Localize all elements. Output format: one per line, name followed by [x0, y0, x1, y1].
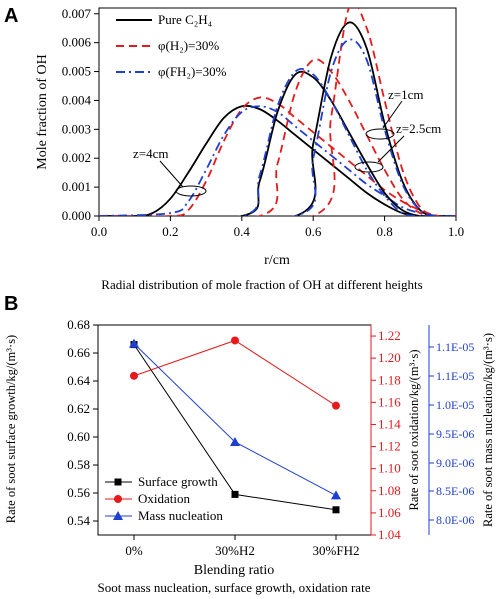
a-x-tick-label: 1.0 — [448, 224, 464, 239]
panel-b-x-ticks: 0% 30%H2 30%FH2 — [125, 535, 359, 558]
a-x-tick-label: 0.2 — [162, 224, 178, 239]
a-series-fh2-30-z-2-5cm — [99, 67, 456, 216]
b-series-surface-growth-point — [332, 506, 340, 514]
b-left-tick-label: 0.62 — [67, 401, 90, 416]
b-left-tick-label: 0.58 — [67, 457, 90, 472]
b-x-tick-label: 30%FH2 — [313, 543, 360, 558]
b-oxidation-tick-label: 1.18 — [378, 372, 401, 387]
a-y-tick-label: 0.007 — [62, 6, 92, 21]
b-oxidation-tick-label: 1.08 — [378, 483, 401, 498]
a-x-tick-label: 0.6 — [305, 224, 322, 239]
panel-b-nucleation-ticks: 8.0E-06 8.5E-06 9.0E-06 9.5E-06 1.0E-05 1.1E-… — [429, 340, 474, 527]
legend-marker-mass-nucleation — [113, 511, 123, 520]
panel-a-y-axis-label: Mole fraction of OH — [35, 54, 50, 169]
b-left-tick-label: 0.68 — [67, 317, 90, 332]
b-oxidation-tick-label: 1.06 — [378, 505, 401, 520]
annotation-z4-leader — [159, 160, 184, 188]
a-x-tick-label: 0.4 — [234, 224, 251, 239]
panel-a-annotations: z=1cm z=2.5cm z=4cm — [133, 87, 441, 197]
annotation-z25: z=2.5cm — [396, 121, 441, 136]
b-nucleation-tick-label: 8.0E-06 — [436, 513, 474, 527]
a-y-tick-label: 0.006 — [62, 35, 92, 50]
b-oxidation-tick-label: 1.12 — [378, 439, 401, 454]
b-nucleation-tick-label: 1.1E-05 — [436, 340, 474, 354]
b-series-mass-nucleation-point — [129, 338, 139, 348]
b-oxidation-tick-label: 1.20 — [378, 350, 401, 365]
a-y-tick-label: 0.005 — [62, 64, 91, 79]
a-y-tick-label: 0.004 — [62, 92, 92, 107]
panel-b-oxidation-axis-label: Rate of soot oxidation/kg/(m³·s) — [407, 349, 421, 510]
legend-marker-surface-growth — [114, 478, 122, 486]
legend-marker-oxidation — [114, 495, 122, 503]
legend-label-surface-growth: Surface growth — [138, 474, 218, 489]
annotation-z4-ellipse — [175, 185, 207, 197]
a-y-tick-label: 0.000 — [62, 208, 91, 223]
panel-b-oxidation-ticks: 1.04 1.06 1.08 1.10 1.12 1.14 1.16 1.18 1.20 1.22 — [371, 328, 401, 542]
legend-label-mass-nucleation: Mass nucleation — [138, 508, 223, 523]
a-y-tick-label: 0.003 — [62, 121, 91, 136]
annotation-z1-ellipse — [365, 128, 395, 140]
b-oxidation-tick-label: 1.10 — [378, 461, 401, 476]
b-series-oxidation-point — [332, 401, 340, 410]
panel-a-chart: 0.0 0.2 0.4 0.6 0.8 1.0 0.0000.0010.0020.0030… — [35, 6, 464, 292]
panel-b-left-ticks: 0.54 0.56 0.58 0.60 0.62 0.64 0.66 0.68 — [67, 317, 98, 528]
b-oxidation-tick-label: 1.04 — [378, 527, 401, 542]
panel-a-legend: Pure C₂H₄ φ(H₂)=30% φ(FH₂)=30% — [116, 12, 227, 79]
b-left-tick-label: 0.60 — [67, 429, 90, 444]
annotation-z1-leader — [382, 100, 403, 129]
a-series-fh2-30-z-4cm — [99, 105, 456, 216]
legend-label-h2: φ(H₂)=30% — [158, 38, 219, 53]
b-nucleation-tick-label: 9.5E-06 — [436, 427, 474, 441]
a-y-tick-label: 0.002 — [62, 150, 91, 165]
b-series-oxidation-point — [231, 336, 239, 345]
b-series-surface-growth-point — [231, 490, 239, 498]
panel-b-nucleation-axis-label: Rate of soot mass nucleation/kg/(m³·s) — [481, 333, 495, 527]
a-x-tick-label: 0.8 — [376, 224, 392, 239]
a-series-fh2-30-z-1cm — [99, 38, 456, 216]
b-left-tick-label: 0.66 — [67, 345, 90, 360]
b-oxidation-tick-label: 1.14 — [378, 416, 401, 431]
b-x-tick-label: 0% — [125, 543, 143, 558]
b-left-tick-label: 0.56 — [67, 485, 90, 500]
panel-a-y-ticks: 0.000 0.001 0.002 0.003 0.004 0.005 0.006 0.007 — [62, 6, 99, 223]
panel-b-left-axis-label: Rate of soot surface growth/kg/(m³·s) — [4, 335, 18, 523]
legend-label-pure-c2h4: Pure C₂H₄ — [158, 12, 213, 27]
b-left-tick-label: 0.54 — [67, 513, 90, 528]
panel-b-chart: 0% 30%H2 30%FH2 0.540.560.580.600.620.640.… — [4, 317, 495, 595]
panel-a-caption: Radial distribution of mole fraction of … — [101, 277, 422, 292]
b-oxidation-tick-label: 1.16 — [378, 394, 401, 409]
legend-label-fh2: φ(FH₂)=30% — [158, 64, 227, 79]
panel-a-series — [99, 8, 456, 216]
a-y-tick-label: 0.001 — [62, 179, 91, 194]
a-x-tick-label: 0.0 — [91, 224, 107, 239]
b-series-mass-nucleation-point — [230, 437, 240, 446]
panel-b-caption: Soot mass nucleation, surface growth, ox… — [98, 580, 371, 595]
b-series-mass-nucleation-point — [331, 490, 341, 500]
a-series-h2-30-z-2-5cm — [99, 58, 456, 216]
legend-label-oxidation: Oxidation — [138, 491, 190, 506]
annotation-z1: z=1cm — [388, 87, 423, 102]
panel-a-x-ticks: 0.0 0.2 0.4 0.6 0.8 1.0 — [91, 216, 464, 239]
a-series-h2-30-z-1cm — [99, 8, 456, 216]
annotation-z25-leader — [377, 135, 405, 163]
panel-b-legend: Surface growth Oxidation Mass nucleation — [105, 474, 223, 523]
b-series-mass-nucleation-line — [133, 343, 337, 496]
b-nucleation-tick-label: 1.1E-05 — [436, 369, 474, 383]
panel-a-x-axis-label: r/cm — [264, 253, 290, 268]
panel-b-letter: B — [4, 293, 18, 315]
b-nucleation-tick-label: 8.5E-06 — [436, 484, 474, 498]
b-series-oxidation-point — [130, 371, 138, 380]
b-nucleation-tick-label: 1.0E-05 — [436, 398, 474, 412]
b-oxidation-tick-label: 1.22 — [378, 328, 401, 343]
panel-a-frame — [98, 7, 457, 217]
b-x-tick-label: 30%H2 — [215, 543, 255, 558]
b-left-tick-label: 0.64 — [67, 373, 90, 388]
panel-b-x-axis-label: Blending ratio — [194, 563, 275, 578]
annotation-z25-ellipse — [354, 161, 384, 173]
panel-b-series — [129, 336, 341, 514]
annotation-z4: z=4cm — [133, 146, 168, 161]
b-nucleation-tick-label: 9.0E-06 — [436, 456, 474, 470]
panel-a-letter: A — [4, 5, 18, 27]
